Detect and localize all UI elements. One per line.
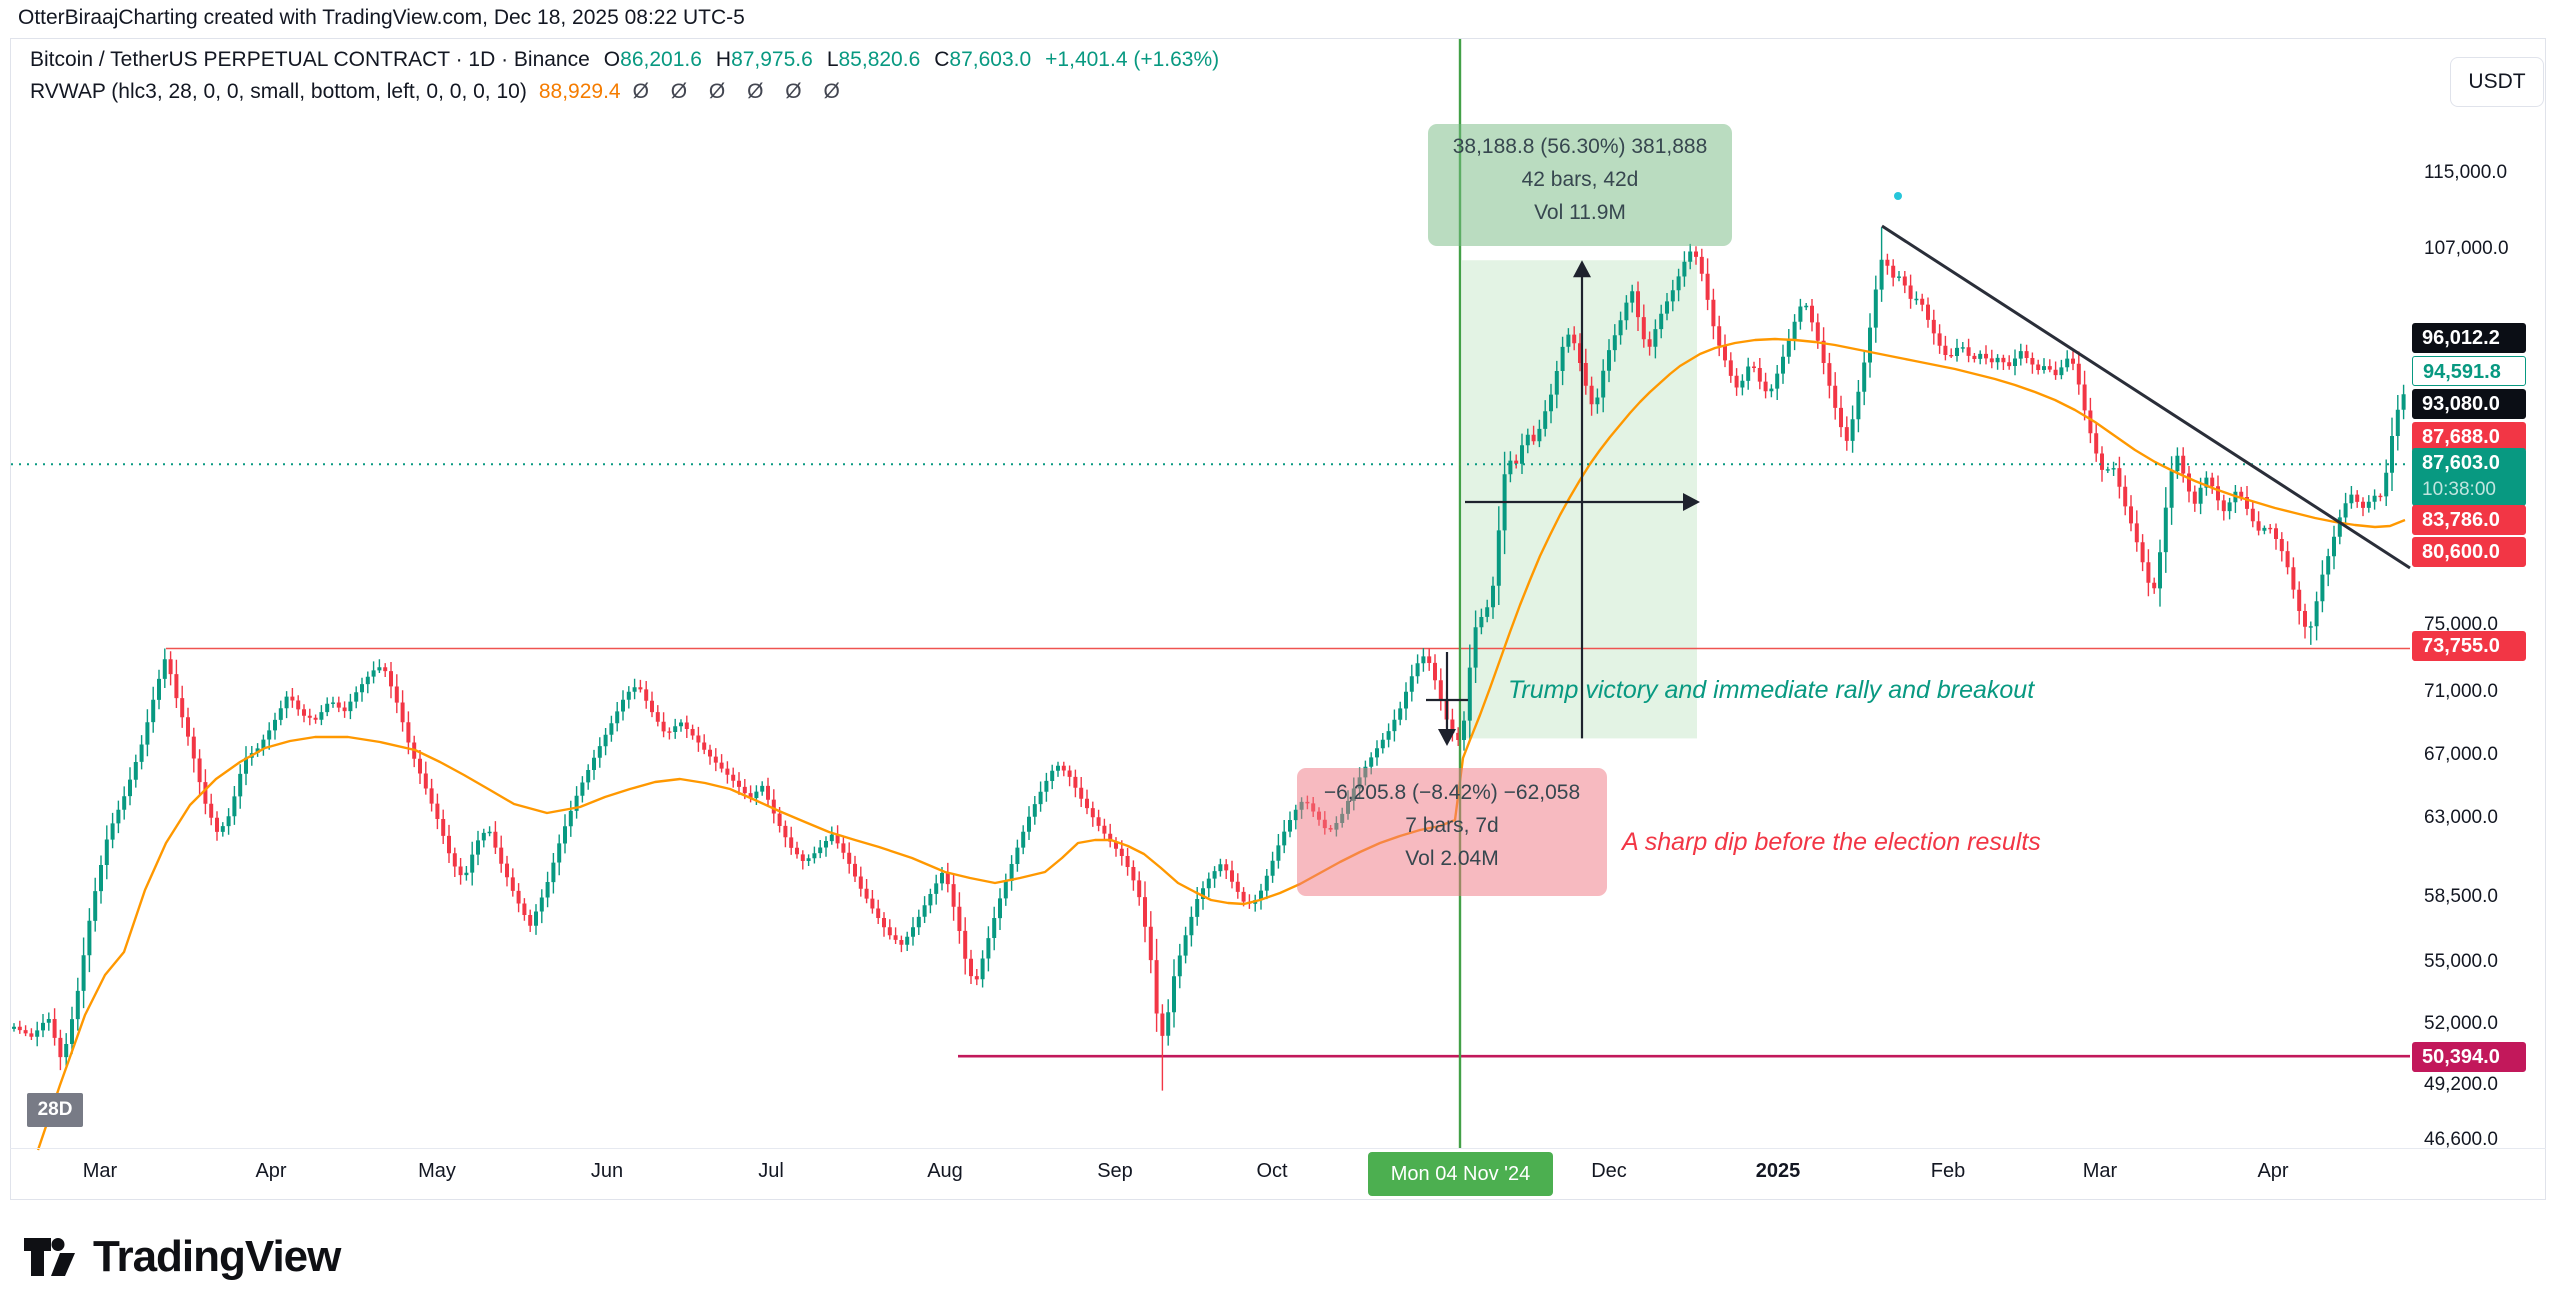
measure-down-bars: 7 bars, 7d: [1405, 814, 1499, 837]
time-tick: Oct: [1256, 1160, 1288, 1182]
time-tick: Dec: [1591, 1160, 1627, 1182]
price-tick: 58,500.0: [2424, 886, 2498, 907]
price-label: 83,786.0: [2412, 505, 2526, 535]
measure-up-volume: Vol 11.9M: [1534, 201, 1626, 224]
watermark-text: OtterBiraajCharting created with Trading…: [18, 6, 745, 29]
trendline-anchor-dot: [1894, 192, 1902, 200]
price-tick: 49,200.0: [2424, 1074, 2498, 1095]
indicator-value: 88,929.4: [538, 80, 621, 103]
ohlc-value: 87,975.6: [731, 48, 813, 71]
price-label: 80,600.0: [2412, 537, 2526, 567]
symbol-header[interactable]: Bitcoin / TetherUS PERPETUAL CONTRACT · …: [30, 48, 1219, 72]
price-tick: 55,000.0: [2424, 951, 2498, 972]
rvwap-line: [36, 337, 2406, 1151]
price-tick: 107,000.0: [2424, 238, 2509, 259]
ohlc-key: L: [826, 48, 839, 71]
measure-up-change: 38,188.8 (56.30%) 381,888: [1452, 135, 1708, 158]
time-tick: Apr: [2257, 1160, 2289, 1182]
time-tick: Feb: [1930, 1160, 1966, 1182]
price-label: 93,080.0: [2412, 389, 2526, 419]
price-tick: 67,000.0: [2424, 744, 2498, 765]
price-label: 96,012.2: [2412, 323, 2526, 353]
price-label: 87,688.0: [2412, 422, 2526, 452]
time-tick: Apr: [255, 1160, 287, 1182]
indicator-empty-values: Ø Ø Ø Ø Ø Ø: [632, 80, 848, 103]
measure-up-bars: 42 bars, 42d: [1521, 168, 1639, 191]
price-tick: 63,000.0: [2424, 807, 2498, 828]
rally-annotation[interactable]: Trump victory and immediate rally and br…: [1508, 676, 2035, 704]
time-tick: Sep: [1097, 1160, 1133, 1182]
ohlc-value: 87,603.0: [949, 48, 1032, 71]
arrow-down-head: [1438, 729, 1456, 746]
time-tick: Aug: [927, 1160, 963, 1182]
ohlc-value: 85,820.6: [838, 48, 921, 71]
time-tick: Jul: [758, 1160, 784, 1182]
countdown-timer: 10:38:00: [2422, 479, 2496, 500]
indicator-label: RVWAP (hlc3, 28, 0, 0, small, bottom, le…: [30, 80, 527, 103]
currency-toggle-button[interactable]: USDT: [2450, 57, 2544, 107]
tradingview-logo-text: TradingView: [93, 1232, 341, 1281]
time-tick: Mar: [82, 1160, 118, 1182]
up-candle-wicks: [13, 227, 2405, 1068]
axis-separator: [10, 1148, 2546, 1149]
ohlc-key: H: [715, 48, 732, 71]
chart-widget: [10, 38, 2546, 1200]
arrow-right-head: [1683, 493, 1700, 511]
price-tick: 75,000.0: [2424, 614, 2498, 635]
ohlc-value: 86,201.6: [620, 48, 702, 71]
up-candle-bodies: [12, 251, 2406, 1058]
ohlc-values: O86,201.6 H87,975.6 L85,820.6 C87,603.0: [590, 48, 1031, 71]
price-label: 94,591.8: [2412, 356, 2526, 386]
indicator-header[interactable]: RVWAP (hlc3, 28, 0, 0, small, bottom, le…: [30, 80, 848, 104]
time-tick: Mar: [2082, 1160, 2118, 1182]
down-candle-bodies: [17, 251, 2383, 1058]
time-tick: May: [418, 1160, 456, 1182]
ohlc-key: C: [934, 48, 950, 71]
price-tick: 52,000.0: [2424, 1013, 2498, 1034]
arrow-up-head: [1573, 260, 1591, 278]
price-change: +1,401.4 (+1.63%): [1045, 48, 1220, 71]
price-label: 73,755.0: [2412, 631, 2526, 661]
symbol-title: Bitcoin / TetherUS PERPETUAL CONTRACT · …: [30, 48, 590, 71]
measure-down-change: −6,205.8 (−8.42%) −62,058: [1323, 781, 1581, 804]
descending-trendline: [1881, 224, 2411, 570]
rvwap-anchor-badge: 28D: [27, 1093, 83, 1127]
price-tick: 115,000.0: [2424, 162, 2508, 183]
time-tick: 2025: [1755, 1160, 1801, 1182]
measure-up-stats-box[interactable]: 38,188.8 (56.30%) 381,888 42 bars, 42d V…: [1428, 124, 1732, 246]
time-tick: Jun: [590, 1160, 624, 1182]
price-label: 87,603.0 10:38:00: [2412, 448, 2526, 506]
event-date-badge: Mon 04 Nov '24: [1368, 1152, 1553, 1196]
tradingview-logo-icon: [24, 1238, 75, 1276]
price-label: 50,394.0: [2412, 1042, 2526, 1072]
measure-down-stats-box[interactable]: −6,205.8 (−8.42%) −62,058 7 bars, 7d Vol…: [1297, 768, 1607, 896]
price-tick: 71,000.0: [2424, 681, 2498, 702]
tradingview-logo[interactable]: TradingView: [23, 1232, 341, 1281]
price-tick: 46,600.0: [2424, 1129, 2498, 1150]
dip-annotation[interactable]: A sharp dip before the election results: [1622, 828, 2041, 856]
ohlc-key: O: [603, 48, 621, 71]
measure-down-volume: Vol 2.04M: [1405, 847, 1499, 870]
